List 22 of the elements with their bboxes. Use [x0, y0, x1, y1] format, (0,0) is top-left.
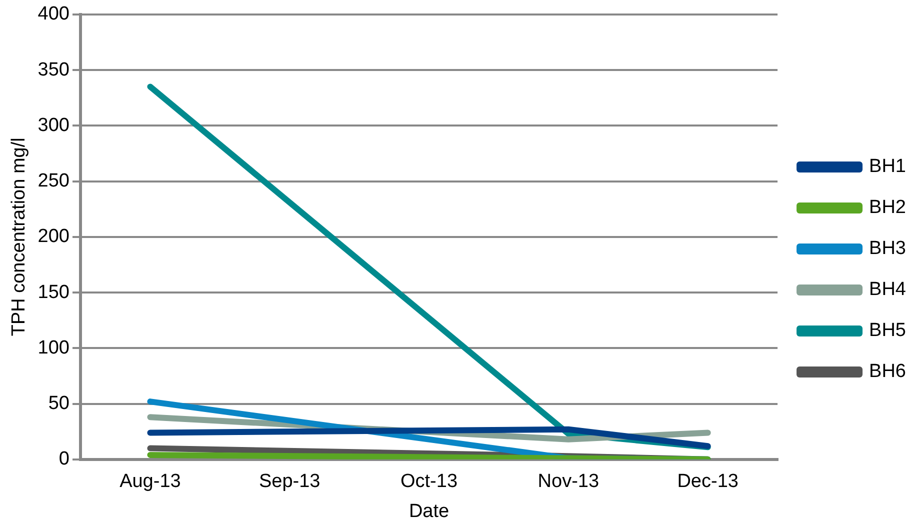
y-tick-label: 250	[38, 170, 70, 192]
legend-label: BH5	[869, 320, 906, 342]
x-tick-label: Dec-13	[677, 471, 738, 492]
x-tick-label: Oct-13	[400, 471, 458, 492]
y-tick-label: 400	[38, 4, 70, 25]
x-tick-label: Sep-13	[258, 471, 320, 492]
y-tick-label: 300	[38, 114, 70, 136]
y-tick-label: 100	[38, 337, 70, 358]
y-tick-label: 150	[38, 282, 70, 303]
y-tick-label: 0	[58, 448, 70, 470]
legend-label: BH3	[869, 238, 906, 260]
y-tick-label: 200	[38, 226, 70, 248]
y-tick-label: 50	[48, 393, 70, 414]
x-axis-title: Date	[408, 500, 450, 522]
legend-label: BH1	[869, 156, 906, 178]
y-axis-title: TPH concentration mg/l	[8, 138, 30, 336]
legend-label: BH6	[869, 361, 906, 382]
legend-label: BH2	[869, 197, 906, 218]
x-tick-label: Aug-13	[120, 471, 181, 492]
x-tick-label: Nov-13	[538, 471, 600, 492]
y-tick-label: 350	[38, 59, 70, 80]
legend-label: BH4	[869, 279, 906, 300]
